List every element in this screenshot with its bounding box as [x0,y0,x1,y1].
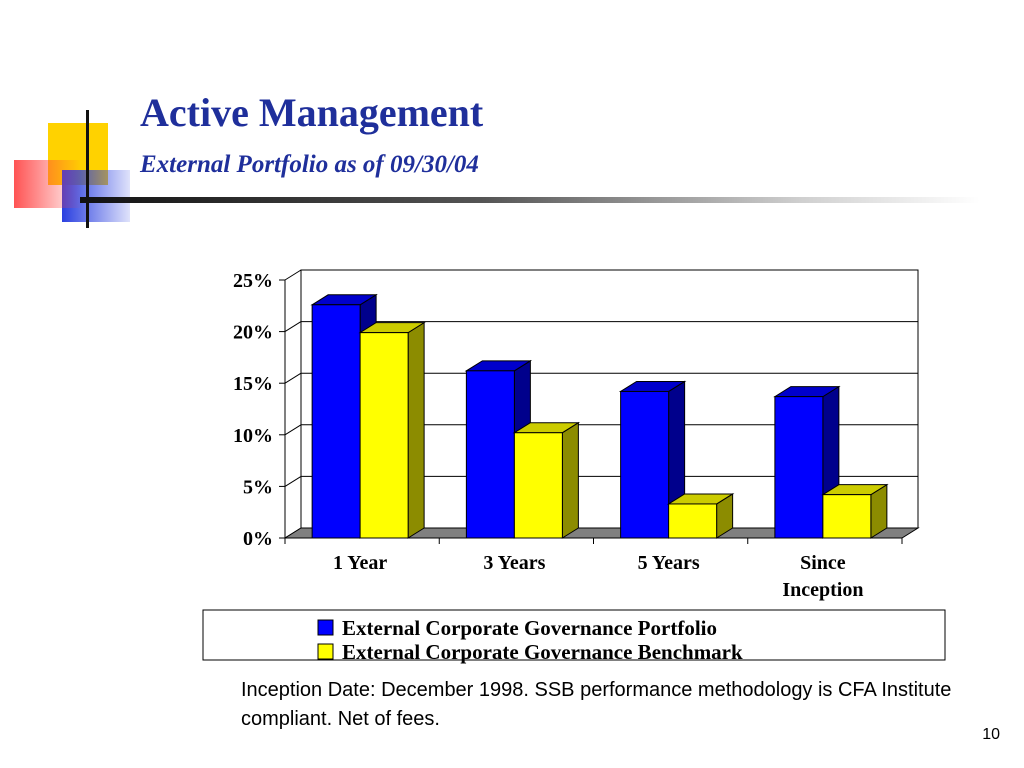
footnote: Inception Date: December 1998. SSB perfo… [241,679,952,730]
bar-front [822,494,872,539]
x-tick-label: 3 Years [483,552,545,574]
y-axis: 0% 5% 10% 15% 20% 25% [233,270,286,550]
legend-label: External Corporate Governance Portfolio [342,616,717,640]
x-axis: 1 Year 3 Years 5 Years Since Inception [284,537,903,601]
y-tick-label: 0% [243,528,273,550]
bar [666,493,735,539]
gridline-depth [284,475,302,487]
legend-label: External Corporate Governance Benchmark [342,640,743,664]
x-tick-label: Since Inception [782,552,863,601]
bar [464,359,533,539]
bar-side [407,321,425,539]
bar-front [359,332,409,539]
bar-front [465,370,515,539]
x-tick-label: 5 Years [638,552,700,574]
bar-front [513,432,563,539]
bar-side [561,421,579,539]
gridline-depth [284,372,302,384]
y-tick-label: 25% [233,270,273,292]
bar-front [668,503,718,539]
gridline-depth [284,321,302,333]
y-tick-label: 15% [233,373,273,395]
page-title: Active Management [140,90,484,135]
legend-swatch [317,643,334,660]
y-tick-label: 5% [243,476,273,498]
page-number: 10 [982,726,1000,743]
gridline-depth [284,424,302,436]
slide-decoration-logo [14,110,130,228]
y-tick-label: 20% [233,322,273,344]
legend-swatch [317,619,334,636]
x-tick-label: 1 Year [333,552,387,574]
bar [358,321,426,539]
bar-front [620,390,670,539]
chart-bars [310,293,889,539]
y-tick-label: 10% [233,425,273,447]
bar [512,421,581,539]
gridline-depth [284,269,302,281]
title-underline [80,197,980,203]
bar-front [311,304,361,539]
page-subtitle: External Portfolio as of 09/30/04 [140,151,479,178]
chart-legend: External Corporate Governance PortfolioE… [202,609,946,664]
bar-front [774,396,824,539]
bar [821,483,889,539]
